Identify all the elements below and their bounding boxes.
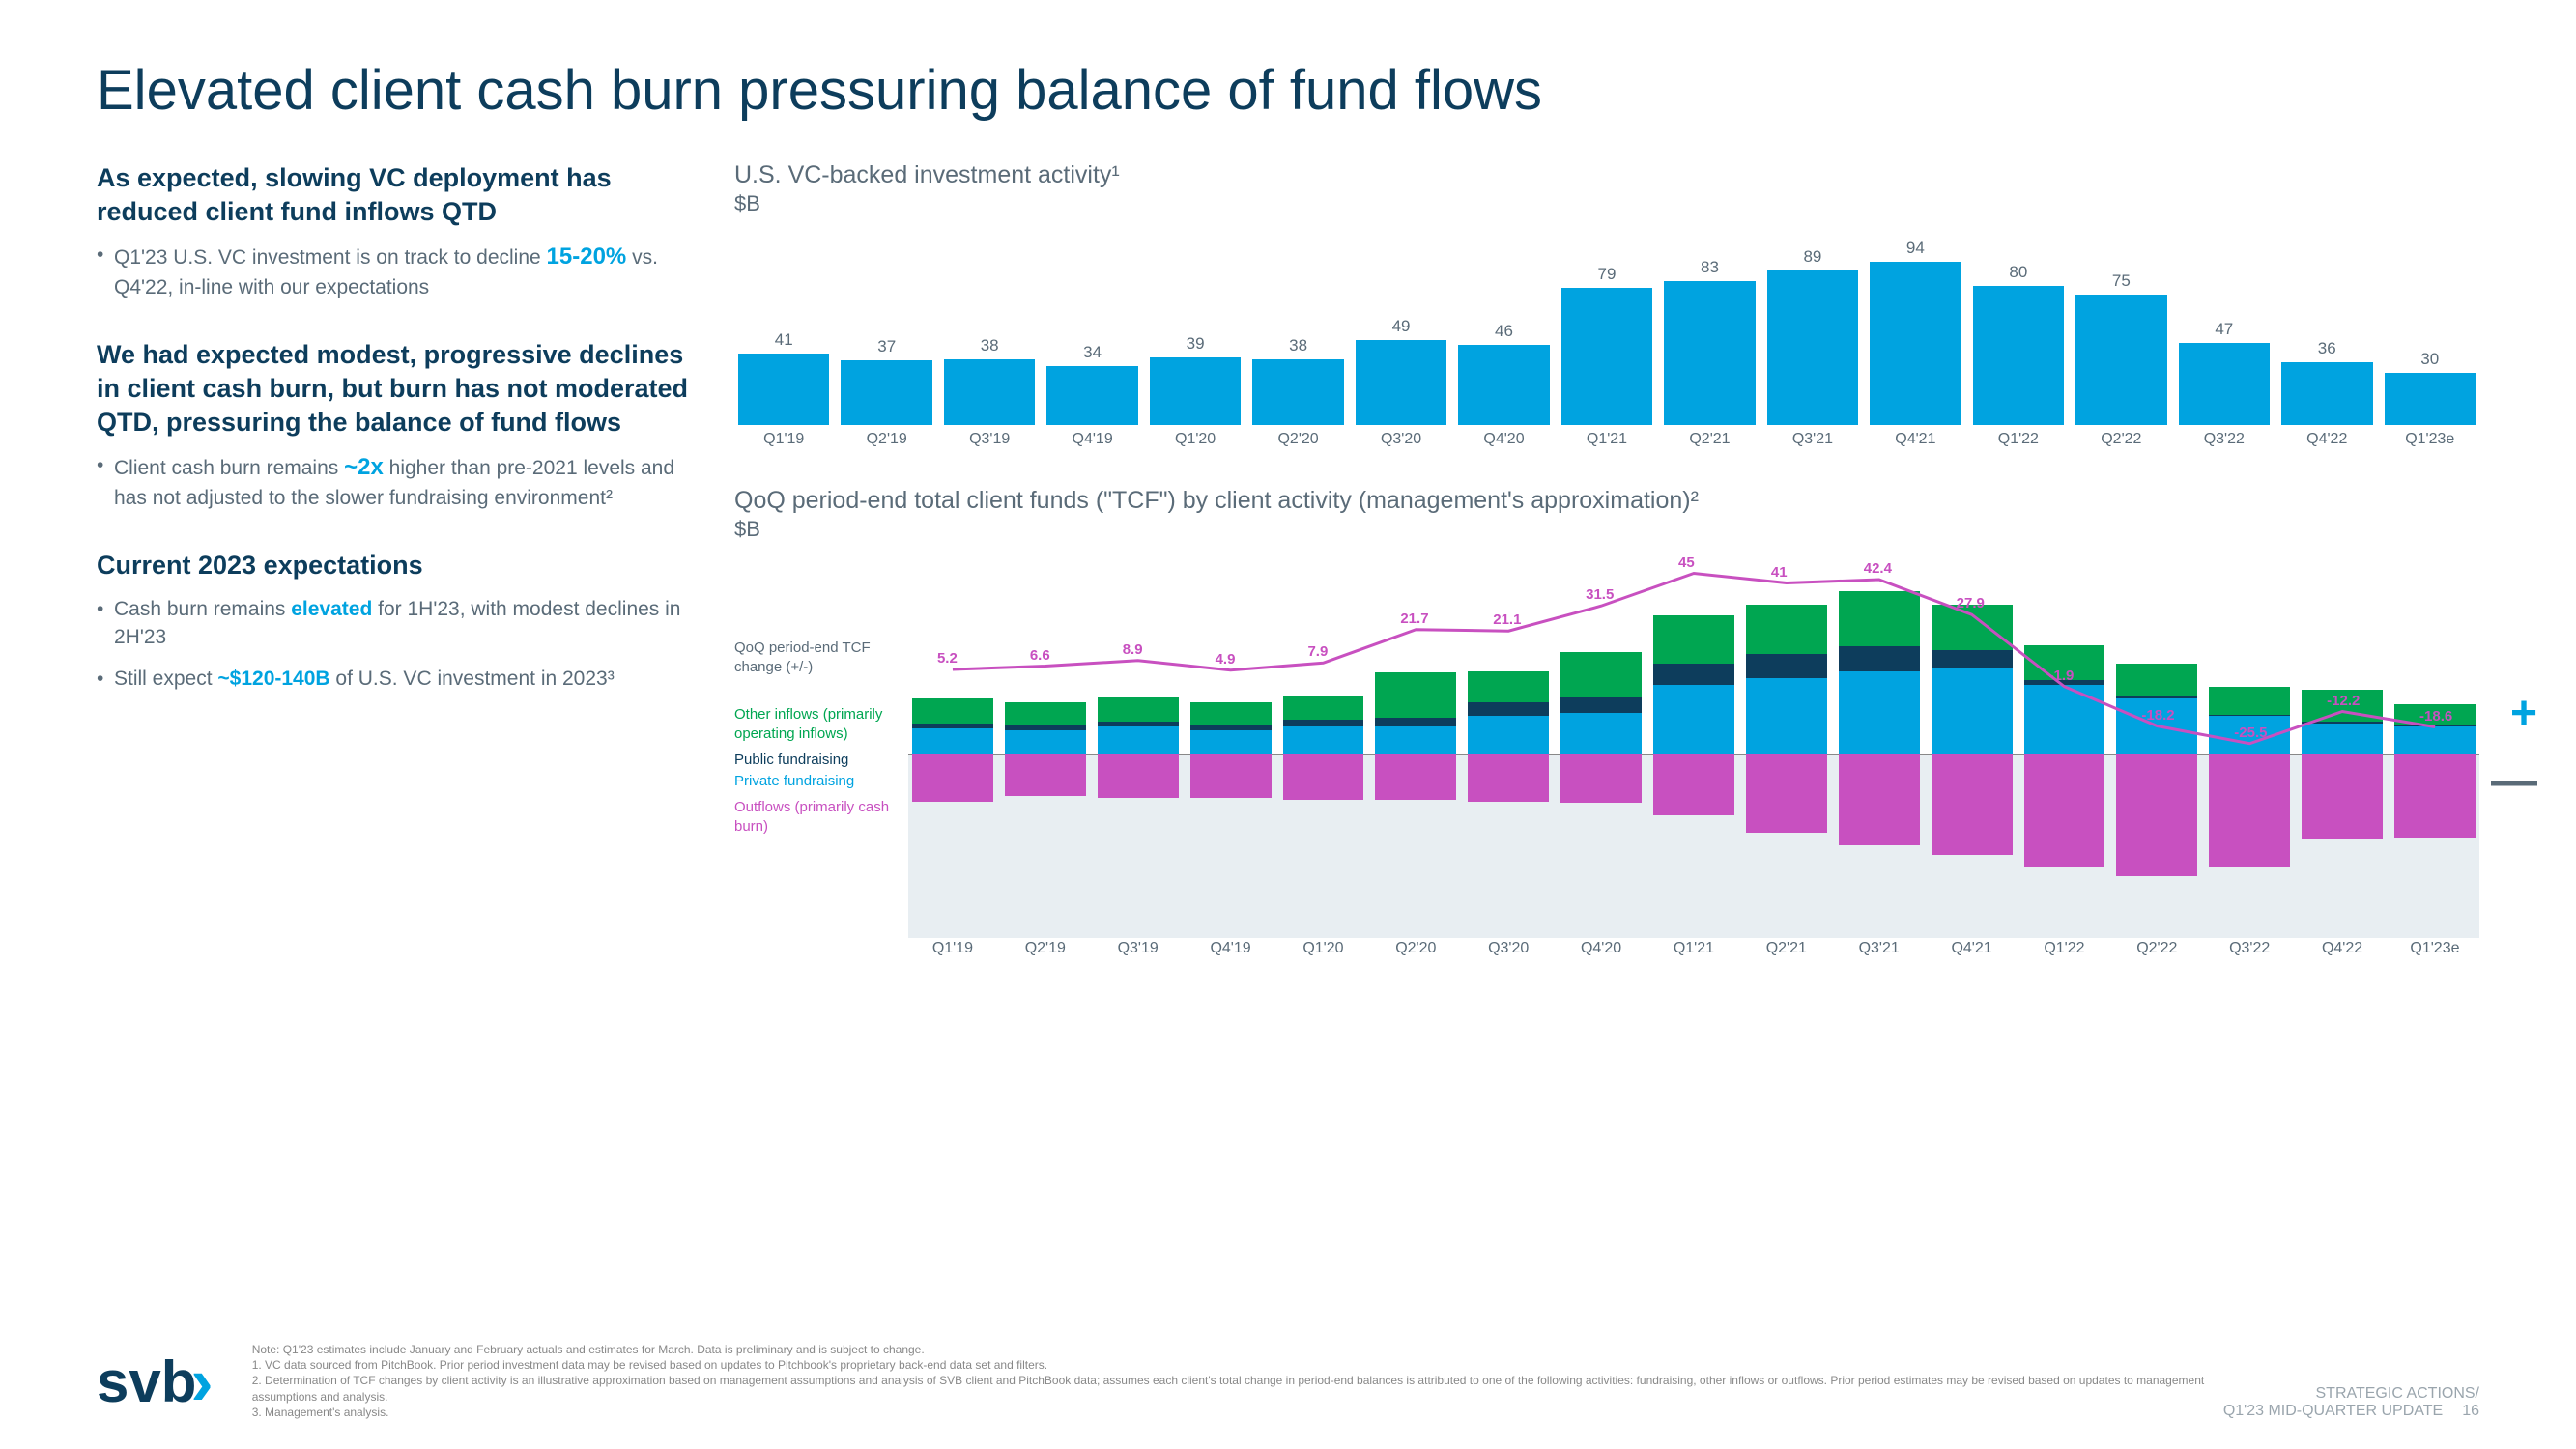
bar-group: 39Q1'20 — [1150, 334, 1241, 448]
line-value-label: 45 — [1678, 554, 1695, 571]
bar-group: 38Q3'19 — [944, 336, 1035, 448]
line-value-label: 41 — [1771, 564, 1788, 581]
bar-group: 34Q4'19 — [1046, 343, 1137, 448]
line-value-label: 6.6 — [1030, 647, 1050, 664]
chevron-right-icon: › — [190, 1343, 213, 1420]
bar-group: 79Q1'21 — [1561, 265, 1652, 448]
bar-group: 94Q4'21 — [1870, 239, 1961, 448]
stack-group — [912, 561, 993, 938]
legend-other: Other inflows (primarily operating inflo… — [734, 705, 899, 743]
line-value-label: 5.2 — [937, 650, 958, 667]
footnotes: Note: Q1'23 estimates include January an… — [252, 1342, 2223, 1420]
svb-logo: svb› — [97, 1343, 214, 1420]
line-value-label: 21.1 — [1493, 611, 1521, 628]
bar-group: 80Q1'22 — [1973, 263, 2064, 448]
chart2-title: QoQ period-end total client funds ("TCF"… — [734, 487, 2479, 515]
stack-group — [1932, 561, 2013, 938]
line-value-label: 31.5 — [1586, 586, 1614, 603]
bar-group: 89Q3'21 — [1767, 247, 1858, 448]
line-value-label: 27.9 — [1957, 595, 1985, 611]
legend-qoq: QoQ period-end TCF change (+/-) — [734, 639, 899, 676]
stack-group — [1283, 561, 1364, 938]
stacked-chart-tcf: QoQ period-end TCF change (+/-) Other in… — [734, 561, 2479, 957]
stack-group — [2209, 561, 2290, 938]
left-column: As expected, slowing VC deployment has r… — [97, 161, 696, 957]
bar-group: 30Q1'23e — [2385, 350, 2476, 448]
line-value-label: 21.7 — [1400, 611, 1428, 627]
stack-group — [1005, 561, 1086, 938]
section-head-2: We had expected modest, progressive decl… — [97, 338, 696, 440]
line-value-label: -25.5 — [2234, 724, 2267, 741]
bullet-3: Cash burn remains elevated for 1H'23, wi… — [97, 595, 696, 652]
plus-icon: + — [2510, 687, 2537, 740]
stack-group — [1839, 561, 1920, 938]
chart2-unit: $B — [734, 517, 2479, 542]
bar-group: 38Q2'20 — [1252, 336, 1343, 448]
bullet-4: Still expect ~$120-140B of U.S. VC inves… — [97, 665, 696, 693]
bar-group: 41Q1'19 — [738, 330, 829, 448]
stack-group — [2024, 561, 2105, 938]
bullet-2: Client cash burn remains ~2x higher than… — [97, 451, 696, 512]
bar-group: 36Q4'22 — [2281, 339, 2372, 448]
chart1-title: U.S. VC-backed investment activity¹ — [734, 161, 2479, 189]
bar-chart-vc-activity: 41Q1'1937Q2'1938Q3'1934Q4'1939Q1'2038Q2'… — [734, 226, 2479, 448]
page-info: STRATEGIC ACTIONS/ Q1'23 MID-QUARTER UPD… — [2223, 1385, 2479, 1420]
bar-group: 75Q2'22 — [2075, 271, 2166, 448]
bullet-1: Q1'23 U.S. VC investment is on track to … — [97, 241, 696, 301]
minus-icon: — — [2491, 754, 2537, 808]
line-value-label: -18.2 — [2141, 707, 2174, 724]
stack-group — [2116, 561, 2197, 938]
stack-group — [2302, 561, 2383, 938]
line-value-label: -12.2 — [2327, 693, 2360, 709]
legend-public: Public fundraising — [734, 751, 899, 770]
bar-group: 37Q2'19 — [841, 337, 931, 448]
line-value-label: 7.9 — [1307, 643, 1328, 660]
stack-group — [1098, 561, 1179, 938]
bar-group: 46Q4'20 — [1458, 322, 1549, 448]
bar-group: 47Q3'22 — [2179, 320, 2270, 448]
bar-group: 49Q3'20 — [1356, 317, 1446, 448]
line-value-label: -18.6 — [2419, 708, 2452, 724]
stack-group — [1653, 561, 1734, 938]
stack-group — [1560, 561, 1642, 938]
line-value-label: 4.9 — [1216, 651, 1236, 668]
line-value-label: -1.9 — [2049, 668, 2075, 684]
chart1-unit: $B — [734, 191, 2479, 216]
stack-group — [1190, 561, 1272, 938]
legend-outflow: Outflows (primarily cash burn) — [734, 798, 899, 836]
page-title: Elevated client cash burn pressuring bal… — [97, 58, 2479, 123]
stack-group — [1746, 561, 1827, 938]
legend-private: Private fundraising — [734, 772, 899, 791]
stack-group — [2394, 561, 2476, 938]
section-head-1: As expected, slowing VC deployment has r… — [97, 161, 696, 229]
line-value-label: 42.4 — [1864, 560, 1892, 577]
line-value-label: 8.9 — [1123, 641, 1143, 658]
section-head-3: Current 2023 expectations — [97, 549, 696, 582]
bar-group: 83Q2'21 — [1664, 258, 1755, 448]
